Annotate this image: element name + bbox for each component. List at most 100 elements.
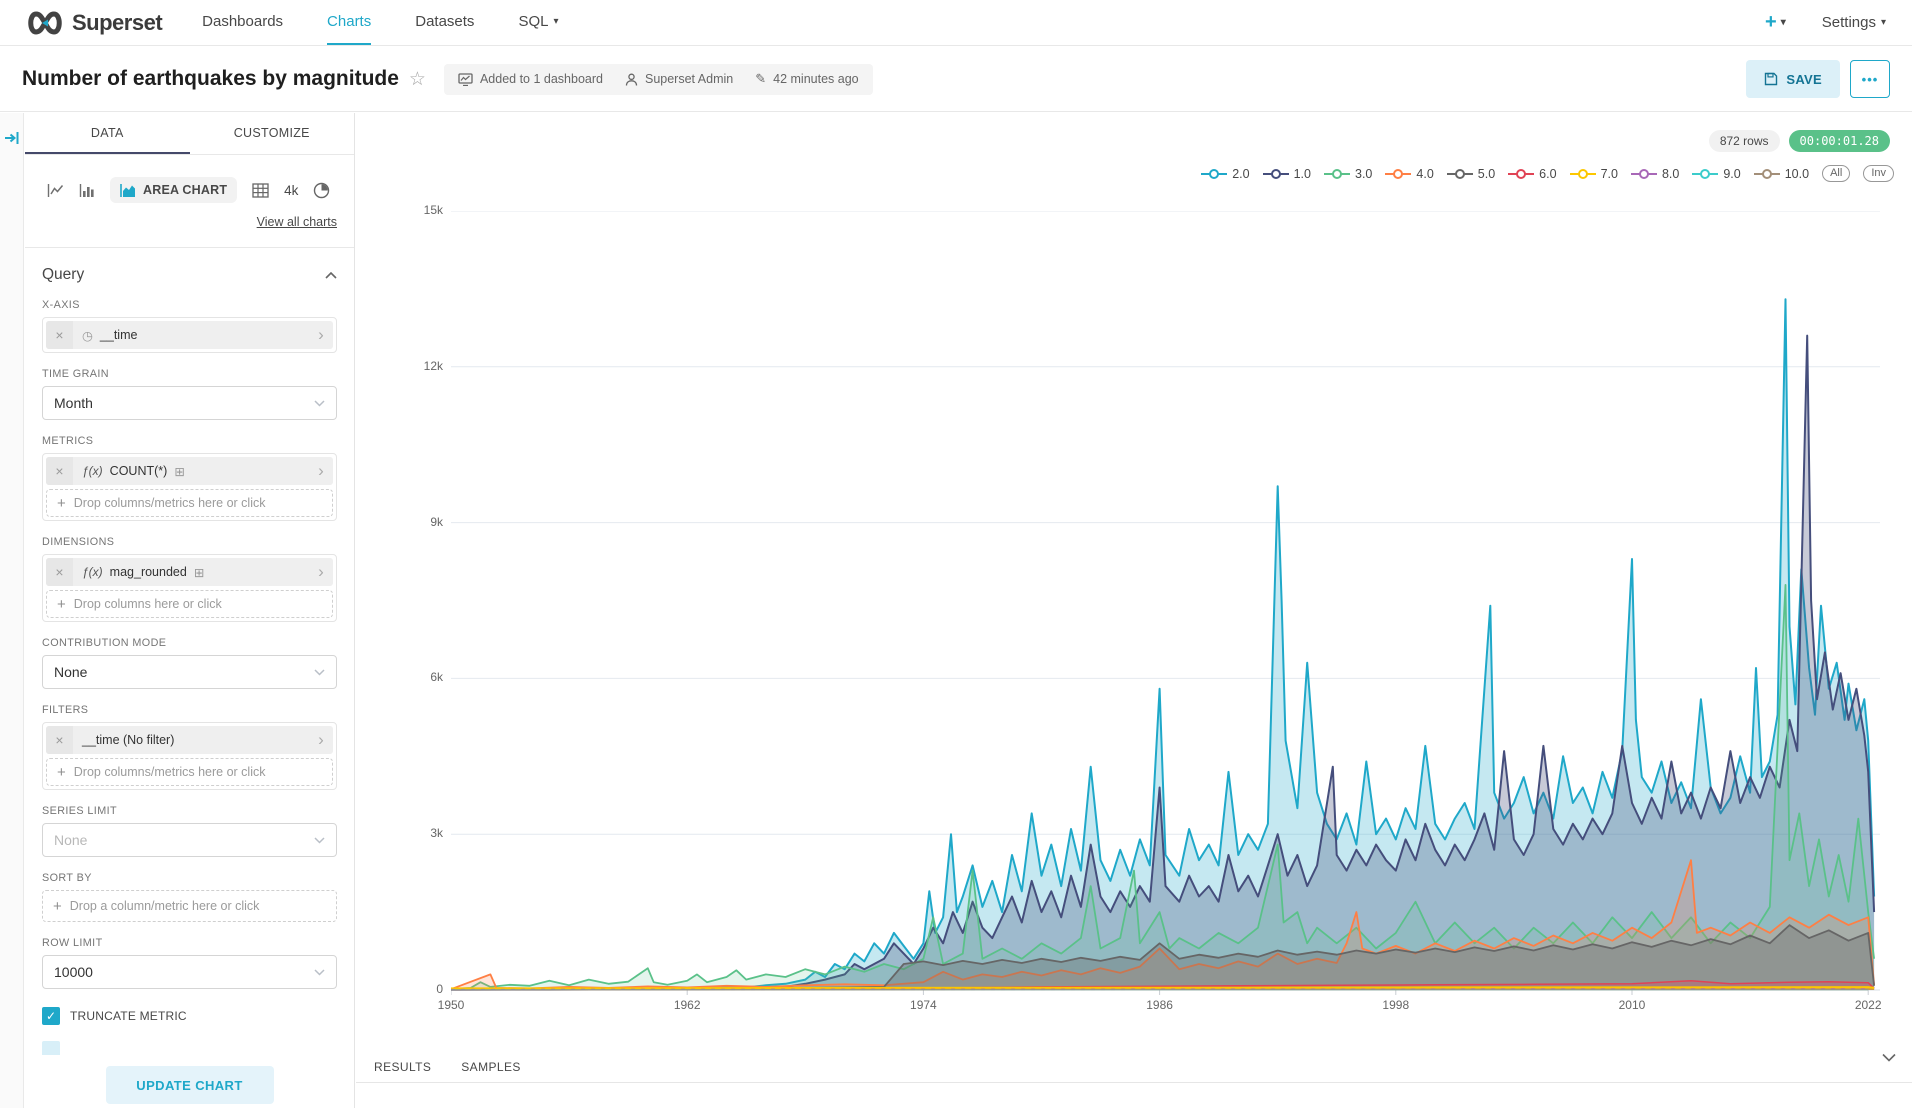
legend-marker-icon bbox=[1753, 168, 1780, 179]
dimension-value: mag_rounded bbox=[109, 565, 187, 579]
contribution-mode-select[interactable]: None bbox=[42, 655, 337, 689]
dimension-pill[interactable]: × ƒ(x) mag_rounded ⊞ › bbox=[46, 558, 333, 586]
last-modified-meta[interactable]: ✎ 42 minutes ago bbox=[755, 72, 858, 87]
legend-button-all[interactable]: All bbox=[1822, 165, 1851, 182]
tab-results[interactable]: RESULTS bbox=[374, 1059, 432, 1074]
line-chart-icon[interactable] bbox=[47, 183, 64, 198]
data-controls-sidebar: DATA CUSTOMIZE AREA CHART 4k View all ch… bbox=[25, 113, 355, 1108]
collapse-results-icon[interactable] bbox=[1882, 1053, 1896, 1062]
table-chart-icon[interactable] bbox=[252, 182, 269, 198]
series-limit-select[interactable]: None bbox=[42, 823, 337, 857]
sort-by-dropzone[interactable]: + Drop a column/metric here or click bbox=[42, 890, 337, 922]
expand-metric-icon[interactable]: › bbox=[318, 461, 324, 480]
legend-marker-icon bbox=[1508, 168, 1535, 179]
series-line-4.0[interactable] bbox=[451, 859, 1875, 991]
row-limit-select[interactable]: 10000 bbox=[42, 955, 337, 989]
remove-metric-icon[interactable]: × bbox=[46, 457, 73, 485]
owner-meta[interactable]: Superset Admin bbox=[625, 72, 733, 86]
filter-pill[interactable]: × __time (No filter) › bbox=[46, 726, 333, 754]
metrics-field: × ƒ(x) COUNT(*) ⊞ › + Drop columns/metrics… bbox=[42, 453, 337, 521]
series-line-3.0[interactable] bbox=[451, 584, 1875, 990]
save-button[interactable]: SAVE bbox=[1746, 60, 1840, 98]
legend-label: 5.0 bbox=[1477, 166, 1496, 181]
legend-item-10.0[interactable]: 10.0 bbox=[1753, 167, 1809, 181]
new-item-button[interactable]: + ▾ bbox=[1765, 11, 1786, 33]
clock-icon: ◷ bbox=[82, 327, 93, 343]
legend-item-7.0[interactable]: 7.0 bbox=[1569, 167, 1618, 181]
expand-dimension-icon[interactable]: › bbox=[318, 562, 324, 581]
x-axis-label-2010: 2010 bbox=[1618, 998, 1646, 1012]
user-icon bbox=[625, 73, 638, 86]
remove-x-axis-icon[interactable]: × bbox=[46, 321, 73, 349]
viz-type-4k[interactable]: 4k bbox=[284, 182, 299, 198]
series-line-7.0[interactable] bbox=[451, 986, 1875, 990]
pie-chart-icon[interactable] bbox=[313, 182, 330, 199]
series-line-5.0[interactable] bbox=[451, 924, 1875, 991]
legend-item-4.0[interactable]: 4.0 bbox=[1385, 166, 1434, 181]
series-limit-label: SERIES LIMIT bbox=[42, 805, 117, 817]
main-nav: Dashboards Charts Datasets SQL ▾ bbox=[202, 0, 558, 45]
divider bbox=[25, 247, 354, 248]
tab-customize[interactable]: CUSTOMIZE bbox=[233, 125, 310, 140]
truncate-metric-checkbox[interactable]: ✓ bbox=[42, 1007, 60, 1025]
brand-name: Superset bbox=[72, 9, 163, 35]
filters-dropzone[interactable]: + Drop columns/metrics here or click bbox=[46, 758, 333, 786]
filters-label: FILTERS bbox=[42, 704, 89, 716]
series-line-1.0[interactable] bbox=[451, 334, 1876, 991]
legend-label: 8.0 bbox=[1661, 166, 1680, 181]
remove-filter-icon[interactable]: × bbox=[46, 726, 73, 754]
area-chart-icon bbox=[120, 183, 135, 197]
series-line-2.0[interactable] bbox=[451, 298, 1876, 991]
save-icon bbox=[1765, 72, 1778, 86]
chart-panel: 872 rows 00:00:01.28 2.0 1.0 3.0 4.0 5.0 6.0 7… bbox=[356, 113, 1912, 1108]
collapse-section-icon[interactable] bbox=[325, 271, 337, 279]
legend-marker-icon bbox=[1692, 168, 1719, 179]
filters-field: × __time (No filter) › + Drop columns/me… bbox=[42, 722, 337, 790]
legend-item-2.0[interactable]: 2.0 bbox=[1201, 167, 1250, 181]
more-options-button[interactable]: ••• bbox=[1850, 60, 1890, 98]
legend-item-6.0[interactable]: 6.0 bbox=[1508, 167, 1557, 181]
x-axis-pill[interactable]: × ◷ __time › bbox=[46, 321, 333, 349]
expand-filter-icon[interactable]: › bbox=[318, 730, 324, 749]
legend-item-1.0[interactable]: 1.0 bbox=[1262, 167, 1311, 181]
owner-text: Superset Admin bbox=[644, 72, 734, 86]
legend-label: 4.0 bbox=[1416, 166, 1434, 181]
favorite-star-icon[interactable]: ☆ bbox=[408, 68, 426, 90]
added-to-dashboard-text: Added to 1 dashboard bbox=[479, 72, 603, 86]
legend-item-5.0[interactable]: 5.0 bbox=[1446, 166, 1496, 181]
nav-charts[interactable]: Charts bbox=[327, 0, 372, 45]
metric-pill[interactable]: × ƒ(x) COUNT(*) ⊞ › bbox=[46, 457, 333, 485]
remove-dimension-icon[interactable]: × bbox=[46, 558, 73, 586]
legend-item-9.0[interactable]: 9.0 bbox=[1692, 167, 1741, 181]
metrics-dropzone[interactable]: + Drop columns/metrics here or click bbox=[46, 489, 333, 517]
x-axis-label-1974: 1974 bbox=[910, 998, 937, 1012]
expand-datasource-icon[interactable] bbox=[4, 131, 20, 145]
partially-visible-checkbox[interactable] bbox=[42, 1041, 60, 1055]
legend-item-3.0[interactable]: 3.0 bbox=[1324, 167, 1372, 181]
nav-dashboards[interactable]: Dashboards bbox=[202, 13, 284, 30]
legend-item-8.0[interactable]: 8.0 bbox=[1630, 166, 1680, 181]
dimensions-dropzone[interactable]: + Drop columns here or click bbox=[46, 590, 333, 618]
tab-samples[interactable]: SAMPLES bbox=[461, 1059, 521, 1074]
expand-x-axis-icon[interactable]: › bbox=[318, 325, 324, 344]
dashboards-meta[interactable]: Added to 1 dashboard bbox=[458, 72, 603, 86]
plus-icon: + bbox=[53, 897, 62, 915]
viz-type-area-chart[interactable]: AREA CHART bbox=[110, 177, 238, 203]
superset-logo[interactable]: Superset bbox=[26, 0, 163, 45]
legend-marker-icon bbox=[1385, 168, 1412, 179]
nav-sql[interactable]: SQL ▾ bbox=[518, 13, 559, 30]
view-all-charts-link[interactable]: View all charts bbox=[256, 215, 337, 229]
legend-marker-icon bbox=[1569, 168, 1596, 179]
pencil-icon: ✎ bbox=[755, 71, 767, 87]
nav-datasets[interactable]: Datasets bbox=[415, 13, 475, 30]
settings-menu[interactable]: Settings ▾ bbox=[1821, 14, 1886, 31]
legend-marker-icon bbox=[1262, 168, 1289, 179]
tab-data[interactable]: DATA bbox=[25, 113, 190, 154]
certified-grid-icon: ⊞ bbox=[193, 564, 205, 580]
bar-chart-icon[interactable] bbox=[79, 183, 95, 198]
update-chart-button[interactable]: UPDATE CHART bbox=[105, 1066, 274, 1104]
legend-button-inv[interactable]: Inv bbox=[1863, 165, 1894, 182]
superset-infinity-icon bbox=[28, 10, 62, 35]
last-modified-text: 42 minutes ago bbox=[773, 72, 859, 86]
time-grain-select[interactable]: Month bbox=[42, 386, 337, 420]
